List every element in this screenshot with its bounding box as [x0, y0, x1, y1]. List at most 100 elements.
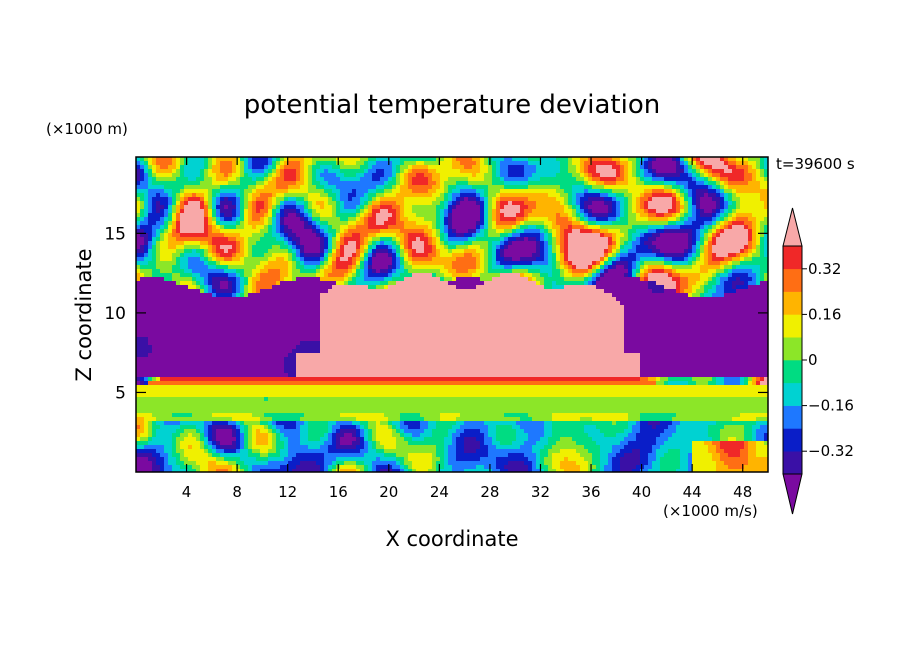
- heatmap-cell: [488, 185, 493, 190]
- heatmap-cell: [716, 229, 721, 234]
- heatmap-cell: [400, 249, 405, 254]
- heatmap-cell: [372, 165, 377, 170]
- heatmap-cell: [580, 261, 585, 266]
- heatmap-cell: [148, 281, 153, 286]
- heatmap-cell: [632, 225, 637, 230]
- heatmap-cell: [240, 213, 245, 218]
- heatmap-cell: [756, 269, 761, 274]
- heatmap-cell: [672, 157, 677, 162]
- heatmap-cell: [292, 261, 297, 266]
- heatmap-cell: [764, 225, 768, 230]
- heatmap-cell: [608, 189, 613, 194]
- heatmap-cell: [564, 229, 569, 234]
- heatmap-cell: [452, 253, 457, 258]
- heatmap-cell: [636, 177, 641, 182]
- heatmap-cell: [616, 161, 621, 166]
- heatmap-cell: [612, 241, 617, 246]
- heatmap-cell: [372, 225, 377, 230]
- heatmap-cell: [268, 253, 273, 258]
- heatmap-cell: [668, 177, 673, 182]
- heatmap-cell: [744, 261, 749, 266]
- heatmap-cell: [684, 177, 689, 182]
- heatmap-cell: [496, 177, 501, 182]
- heatmap-cell: [396, 205, 401, 210]
- heatmap-cell: [512, 213, 517, 218]
- heatmap-cell: [396, 265, 401, 270]
- heatmap-cell: [176, 213, 181, 218]
- heatmap-cell: [568, 277, 573, 282]
- heatmap-cell: [144, 213, 149, 218]
- heatmap-cell: [152, 193, 157, 198]
- heatmap-cell: [644, 237, 649, 242]
- heatmap-cell: [188, 161, 193, 166]
- heatmap-cell: [204, 281, 209, 286]
- heatmap-cell: [752, 277, 757, 282]
- heatmap-cell: [748, 257, 753, 262]
- heatmap-cell: [220, 173, 225, 178]
- heatmap-cell: [548, 261, 553, 266]
- heatmap-cell: [736, 173, 741, 178]
- heatmap-cell: [192, 185, 197, 190]
- heatmap-cell: [688, 209, 693, 214]
- heatmap-cell: [508, 173, 513, 178]
- heatmap-cell: [232, 269, 237, 274]
- heatmap-cell: [632, 241, 637, 246]
- heatmap-cell: [680, 221, 685, 226]
- heatmap-cell: [212, 165, 217, 170]
- heatmap-cell: [400, 241, 405, 246]
- heatmap-cell: [288, 177, 293, 182]
- heatmap-cell: [368, 281, 373, 286]
- heatmap-cell: [200, 281, 205, 286]
- heatmap-cell: [204, 181, 209, 186]
- heatmap-cell: [640, 229, 645, 234]
- heatmap-cell: [264, 181, 269, 186]
- heatmap-cell: [188, 261, 193, 266]
- heatmap-cell: [676, 189, 681, 194]
- heatmap-cell: [556, 165, 561, 170]
- heatmap-cell: [520, 181, 525, 186]
- heatmap-cell: [664, 221, 669, 226]
- heatmap-cell: [696, 213, 701, 218]
- heatmap-cell: [264, 169, 269, 174]
- heatmap-cell: [548, 225, 553, 230]
- heatmap-cell: [544, 241, 549, 246]
- heatmap-cell: [460, 205, 465, 210]
- heatmap-cell: [744, 213, 749, 218]
- heatmap-cell: [596, 257, 601, 262]
- heatmap-cell: [652, 229, 657, 234]
- heatmap-cell: [240, 193, 245, 198]
- heatmap-cell: [176, 181, 181, 186]
- heatmap-cell: [644, 185, 649, 190]
- heatmap-cell: [316, 161, 321, 166]
- heatmap-cell: [400, 161, 405, 166]
- heatmap-cell: [584, 225, 589, 230]
- heatmap-cell: [516, 189, 521, 194]
- heatmap-cell: [260, 273, 265, 278]
- heatmap-cell: [736, 221, 741, 226]
- heatmap-cell: [352, 173, 357, 178]
- heatmap-cell: [736, 157, 741, 162]
- heatmap-cell: [324, 157, 329, 162]
- heatmap-cell: [748, 273, 753, 278]
- heatmap-cell: [704, 209, 709, 214]
- heatmap-cell: [280, 205, 285, 210]
- heatmap-cell: [548, 197, 553, 202]
- heatmap-cell: [396, 249, 401, 254]
- heatmap-cell: [680, 261, 685, 266]
- heatmap-cell: [340, 221, 345, 226]
- heatmap-cell: [392, 205, 397, 210]
- heatmap-cell: [284, 261, 289, 266]
- heatmap-cell: [444, 177, 449, 182]
- heatmap-cell: [748, 189, 753, 194]
- heatmap-cell: [720, 197, 725, 202]
- heatmap-cell: [596, 269, 601, 274]
- heatmap-cell: [292, 253, 297, 258]
- heatmap-cell: [556, 173, 561, 178]
- heatmap-cell: [168, 273, 173, 278]
- heatmap-cell: [336, 281, 341, 286]
- heatmap-cell: [560, 213, 565, 218]
- heatmap-cell: [320, 177, 325, 182]
- heatmap-cell: [724, 161, 729, 166]
- heatmap-cell: [608, 249, 613, 254]
- heatmap-cell: [176, 245, 181, 250]
